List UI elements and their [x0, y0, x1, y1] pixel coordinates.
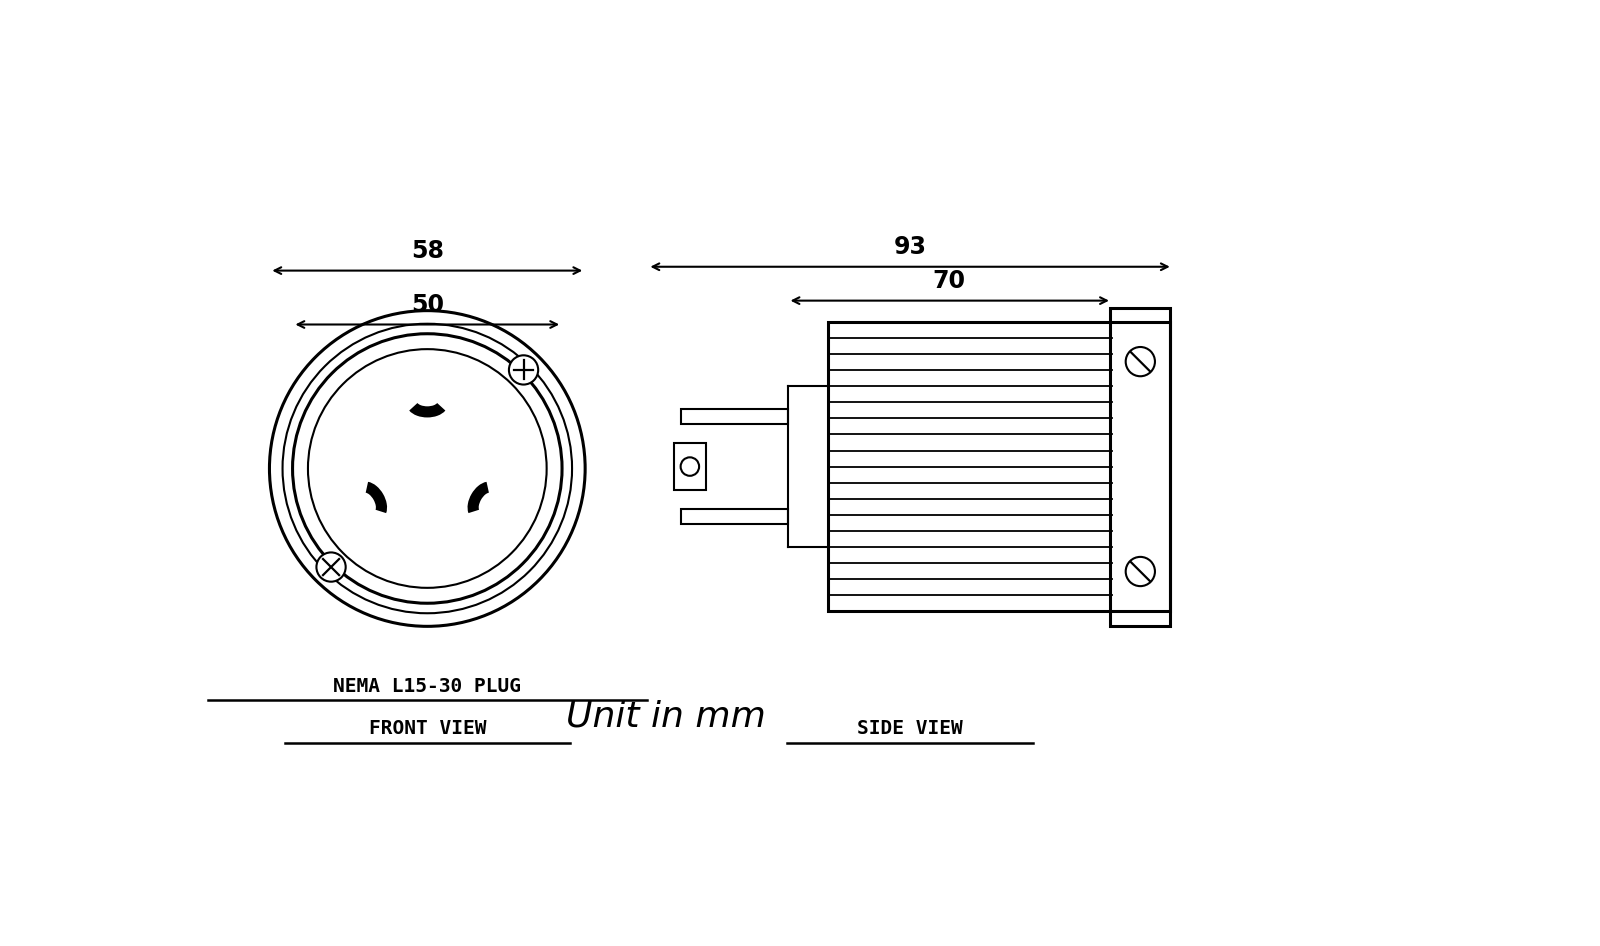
Circle shape — [680, 457, 699, 476]
Circle shape — [509, 356, 538, 385]
Bar — [674, 444, 706, 490]
Text: 93: 93 — [893, 235, 926, 259]
Text: SIDE VIEW: SIDE VIEW — [858, 719, 963, 738]
Text: 70: 70 — [933, 269, 965, 293]
Circle shape — [1126, 347, 1155, 377]
Bar — [682, 409, 787, 424]
Text: FRONT VIEW: FRONT VIEW — [368, 719, 486, 738]
Text: 50: 50 — [411, 293, 443, 317]
Circle shape — [317, 552, 346, 582]
Bar — [1110, 307, 1170, 625]
Bar — [827, 323, 1170, 611]
Bar — [682, 509, 787, 524]
Text: Unit in mm: Unit in mm — [566, 700, 766, 734]
Text: 58: 58 — [411, 239, 443, 263]
Text: NEMA L15-30 PLUG: NEMA L15-30 PLUG — [333, 676, 522, 695]
Circle shape — [1126, 557, 1155, 587]
